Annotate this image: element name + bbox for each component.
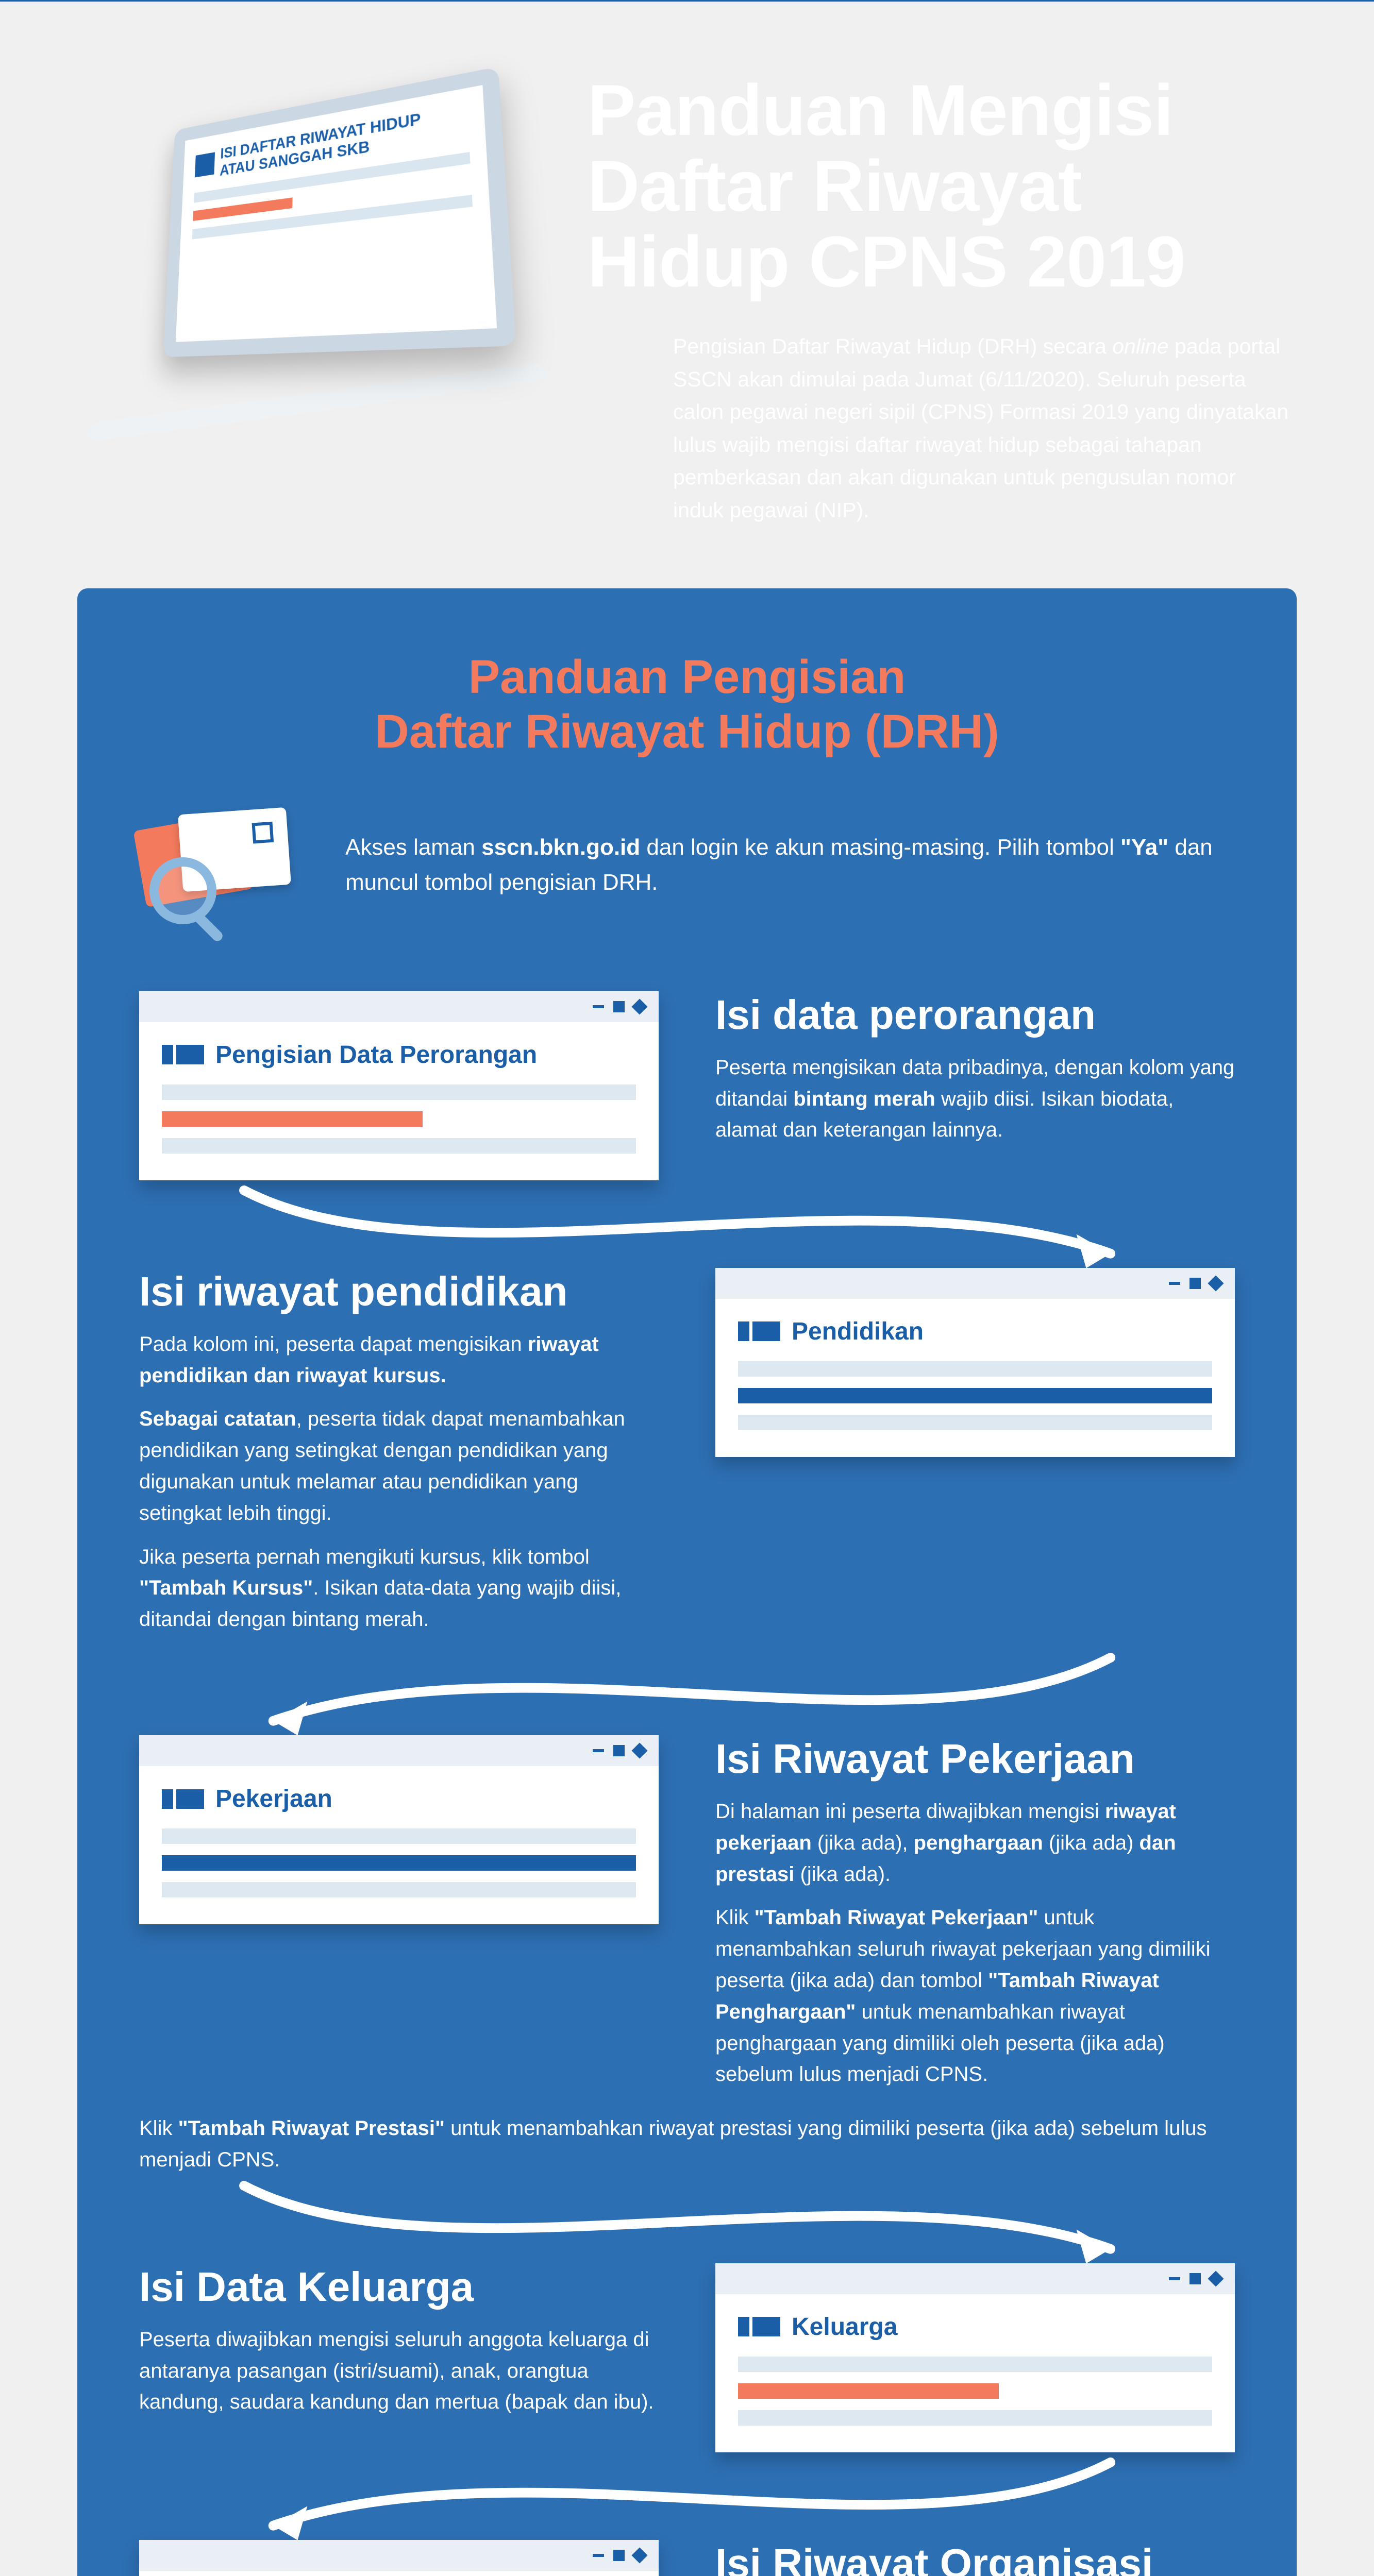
- access-text: Akses laman sscn.bkn.go.id dan login ke …: [345, 830, 1235, 900]
- window-mock-pendidikan: Pendidikan: [715, 1268, 1235, 1457]
- guide-panel: Panduan PengisianDaftar Riwayat Hidup (D…: [77, 588, 1297, 2576]
- app-logo-icon: [738, 1321, 780, 1341]
- step-paragraph: Pada kolom ini, peserta dapat mengisikan…: [139, 1329, 659, 1392]
- step-pekerjaan: Pekerjaan Isi Riwayat Pekerjaan Di halam…: [139, 1735, 1235, 2103]
- window-title-text: Pengisian Data Perorangan: [215, 1041, 537, 1069]
- intro-paragraph: Pengisian Daftar Riwayat Hidup (DRH) sec…: [673, 330, 1292, 527]
- step-paragraph: Klik "Tambah Riwayat Pekerjaan" untuk me…: [715, 1902, 1235, 2090]
- maximize-icon: [613, 2550, 625, 2561]
- step-keluarga: Isi Data Keluarga Peserta diwajibkan men…: [139, 2263, 1235, 2452]
- step-title-pendidikan: Isi riwayat pendidikan: [139, 1268, 659, 1315]
- step-paragraph: Di halaman ini peserta diwajibkan mengis…: [715, 1796, 1235, 1890]
- app-logo-icon: [162, 1789, 204, 1809]
- step-pendidikan: Isi riwayat pendidikan Pada kolom ini, p…: [139, 1268, 1235, 1648]
- app-logo-icon: [738, 2317, 780, 2336]
- maximize-icon: [613, 1001, 625, 1012]
- maximize-icon: [613, 1745, 625, 1756]
- flow-arrow-icon: [139, 2458, 1235, 2545]
- minimize-icon: [593, 1749, 604, 1752]
- step-paragraph: Peserta diwajibkan mengisi seluruh anggo…: [139, 2324, 659, 2418]
- window-title-text: Keluarga: [792, 2313, 897, 2341]
- flow-arrow-icon: [139, 1185, 1235, 1273]
- step-title-organisasi: Isi Riwayat Organisasi: [715, 2540, 1235, 2576]
- search-cards-icon: [139, 806, 314, 924]
- step-paragraph: Peserta mengisikan data pribadinya, deng…: [715, 1052, 1235, 1146]
- app-logo-icon: [162, 1045, 204, 1064]
- window-title-text: Pendidikan: [792, 1317, 924, 1346]
- window-mock-organisasi: Organisasi: [139, 2540, 659, 2576]
- window-mock-keluarga: Keluarga: [715, 2263, 1235, 2452]
- window-title-text: Pekerjaan: [215, 1785, 332, 1813]
- access-instruction: Akses laman sscn.bkn.go.id dan login ke …: [139, 806, 1235, 924]
- laptop-app-icon: [195, 152, 215, 177]
- header-section: ISI DAFTAR RIWAYAT HIDUPATAU SANGGAH SKB…: [0, 0, 1374, 588]
- close-icon: [631, 1742, 647, 1758]
- minimize-icon: [1169, 2277, 1180, 2280]
- maximize-icon: [1189, 1278, 1201, 1289]
- step-paragraph: Jika peserta pernah mengikuti kursus, kl…: [139, 1541, 659, 1635]
- infographic-canvas: ISI DAFTAR RIWAYAT HIDUPATAU SANGGAH SKB…: [0, 0, 1374, 2]
- step-perorangan: Pengisian Data Perorangan Isi data peror…: [139, 991, 1235, 1180]
- step-title-pekerjaan: Isi Riwayat Pekerjaan: [715, 1735, 1235, 1783]
- close-icon: [631, 2547, 647, 2563]
- main-title: Panduan Mengisi Daftar Riwayat Hidup CPN…: [588, 72, 1292, 299]
- panel-title: Panduan PengisianDaftar Riwayat Hidup (D…: [139, 650, 1235, 759]
- step-title-perorangan: Isi data perorangan: [715, 991, 1235, 1039]
- step-paragraph: Sebagai catatan, peserta tidak dapat men…: [139, 1403, 659, 1529]
- window-mock-perorangan: Pengisian Data Perorangan: [139, 991, 659, 1180]
- minimize-icon: [1169, 1282, 1180, 1285]
- close-icon: [1208, 1275, 1224, 1291]
- laptop-illustration: ISI DAFTAR RIWAYAT HIDUPATAU SANGGAH SKB: [82, 93, 557, 453]
- window-mock-pekerjaan: Pekerjaan: [139, 1735, 659, 1924]
- minimize-icon: [593, 2554, 604, 2557]
- flow-arrow-icon: [139, 1653, 1235, 1740]
- maximize-icon: [1189, 2273, 1201, 2284]
- step-organisasi: Organisasi Isi Riwayat Organisasi Di hal…: [139, 2540, 1235, 2576]
- step-extra-pekerjaan: Klik "Tambah Riwayat Prestasi" untuk men…: [139, 2113, 1235, 2176]
- minimize-icon: [593, 1005, 604, 1008]
- close-icon: [1208, 2270, 1224, 2286]
- flow-arrow-icon: [139, 2181, 1235, 2268]
- step-title-keluarga: Isi Data Keluarga: [139, 2263, 659, 2311]
- close-icon: [631, 998, 647, 1014]
